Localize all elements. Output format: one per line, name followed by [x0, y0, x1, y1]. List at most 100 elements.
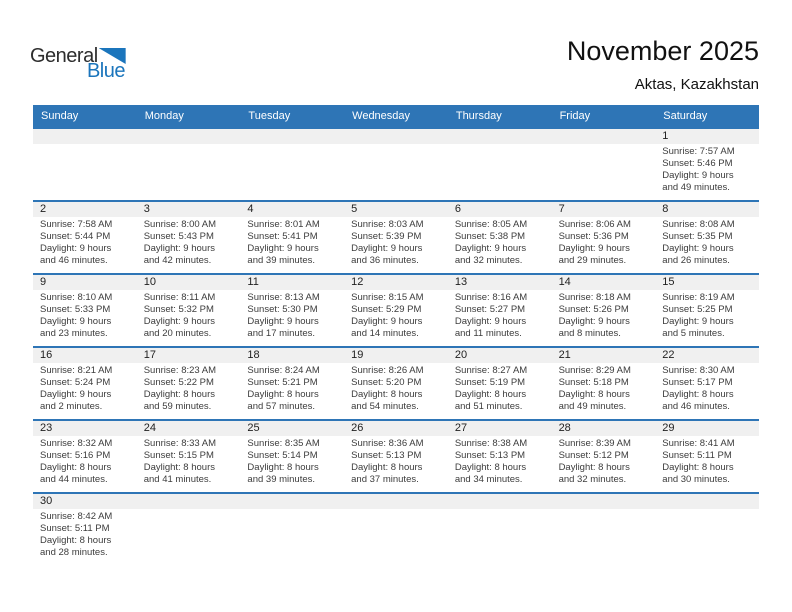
day-detail-line: Sunset: 5:26 PM	[558, 304, 629, 315]
day-detail-line: Sunrise: 8:33 AM	[143, 438, 217, 449]
day-cell	[33, 144, 137, 200]
day-number: 18	[247, 349, 260, 361]
day-cell: Sunrise: 8:27 AM Sunset: 5:19 PM Daylight:…	[448, 363, 552, 419]
day-number: 15	[662, 276, 675, 288]
day-cell: Sunrise: 8:10 AM Sunset: 5:33 PM Daylight:…	[33, 290, 137, 346]
day-number: 26	[351, 422, 364, 434]
day-detail-line: Sunset: 5:38 PM	[454, 231, 526, 242]
day-detail-line: Daylight: 8 hours	[558, 462, 630, 473]
day-detail-line: Sunrise: 8:13 AM	[247, 292, 320, 303]
day-number: 30	[40, 495, 53, 507]
header-title-block: November 2025 Aktas, Kazakhstan	[567, 36, 759, 93]
day-detail-line: and 44 minutes.	[40, 474, 108, 485]
day-detail-line: Sunset: 5:30 PM	[247, 304, 318, 315]
day-number	[240, 129, 344, 144]
day-detail-line: Sunset: 5:46 PM	[662, 158, 733, 169]
day-detail-line: Sunrise: 8:30 AM	[662, 365, 735, 376]
day-detail-line: and 2 minutes.	[40, 401, 103, 412]
day-detail-line: Sunrise: 8:32 AM	[40, 438, 113, 449]
day-detail-line: Daylight: 9 hours	[40, 243, 112, 254]
day-number	[344, 494, 448, 509]
day-cell: Sunrise: 7:57 AM Sunset: 5:46 PM Daylight:…	[655, 144, 759, 200]
day-number: 3	[143, 203, 150, 215]
weekday-header-bar: Sunday Monday Tuesday Wednesday Thursday Frid…	[33, 105, 759, 127]
day-detail-line: Sunset: 5:17 PM	[662, 377, 733, 388]
day-detail-line: and 42 minutes.	[143, 255, 212, 266]
calendar-weeks: 1 Sunrise: 7:57 AM Sunset: 5:46 PM Daylight…	[33, 127, 759, 565]
day-detail-line: Sunset: 5:15 PM	[143, 450, 214, 461]
day-number: 24	[143, 422, 156, 434]
day-detail-line: Daylight: 8 hours	[40, 462, 112, 473]
day-detail-line: and 32 minutes.	[558, 474, 627, 485]
day-detail-line: Sunrise: 8:00 AM	[143, 219, 217, 230]
day-detail-line: Sunset: 5:35 PM	[662, 231, 733, 242]
day-number: 22	[662, 349, 675, 361]
weekday-cell: Sunday	[41, 110, 79, 122]
day-detail-line: Sunrise: 8:18 AM	[558, 292, 631, 303]
day-detail-line: Sunset: 5:32 PM	[143, 304, 214, 315]
day-number: 16	[40, 349, 53, 361]
weekday-cell: Saturday	[663, 110, 708, 122]
day-cell	[137, 509, 241, 565]
day-detail-line: Sunrise: 8:05 AM	[454, 219, 528, 230]
day-detail-line: Sunset: 5:27 PM	[454, 304, 526, 315]
day-number-band: 30	[33, 494, 759, 509]
day-number: 29	[662, 422, 675, 434]
day-detail-line: and 39 minutes.	[247, 255, 316, 266]
day-detail-line: Sunset: 5:20 PM	[351, 377, 422, 388]
day-number: 1	[662, 130, 669, 142]
day-detail-line: Daylight: 9 hours	[662, 243, 734, 254]
day-cell: Sunrise: 8:03 AM Sunset: 5:39 PM Daylight:…	[344, 217, 448, 273]
day-detail-line: Sunrise: 8:41 AM	[662, 438, 735, 449]
day-cell: Sunrise: 8:00 AM Sunset: 5:43 PM Daylight:…	[137, 217, 241, 273]
day-cell: Sunrise: 8:35 AM Sunset: 5:14 PM Daylight:…	[240, 436, 344, 492]
day-detail-line: and 5 minutes.	[662, 328, 725, 339]
day-detail-line: and 59 minutes.	[143, 401, 212, 412]
day-detail-line: and 49 minutes.	[662, 182, 730, 193]
day-detail-line: and 34 minutes.	[454, 474, 523, 485]
day-detail-line: Sunrise: 8:08 AM	[662, 219, 735, 230]
week-row: 23 24 25 26 27 28 29 Sunrise: 8:32 AM Sunset: 5:…	[33, 419, 759, 492]
day-cell: Sunrise: 7:58 AM Sunset: 5:44 PM Daylight:…	[33, 217, 137, 273]
week-details: Sunrise: 8:42 AM Sunset: 5:11 PM Daylight:…	[33, 509, 759, 565]
day-detail-line: Sunset: 5:29 PM	[351, 304, 422, 315]
day-detail-line: Daylight: 9 hours	[247, 316, 319, 327]
day-cell	[552, 144, 656, 200]
day-number: 11	[247, 276, 259, 288]
day-detail-line: Sunset: 5:14 PM	[247, 450, 318, 461]
day-detail-line: Sunrise: 8:38 AM	[454, 438, 528, 449]
day-number: 27	[454, 422, 468, 434]
day-cell: Sunrise: 8:16 AM Sunset: 5:27 PM Daylight:…	[448, 290, 552, 346]
day-detail-line: and 29 minutes.	[558, 255, 627, 266]
day-number: 4	[247, 203, 254, 215]
day-number	[240, 494, 344, 509]
day-detail-line: Daylight: 9 hours	[247, 243, 319, 254]
weekday-cell: Tuesday	[248, 110, 291, 122]
day-detail-line: and 54 minutes.	[351, 401, 419, 412]
day-number	[552, 494, 656, 509]
day-detail-line: Sunset: 5:19 PM	[454, 377, 526, 388]
logo-word-general: General	[30, 45, 98, 67]
weekday-cell: Friday	[559, 110, 591, 122]
day-number: 23	[40, 422, 53, 434]
day-number: 14	[558, 276, 571, 288]
day-detail-line: Sunset: 5:16 PM	[40, 450, 111, 461]
day-number	[552, 129, 656, 144]
day-detail-line: Sunrise: 8:36 AM	[351, 438, 424, 449]
day-cell	[240, 509, 344, 565]
weekday-cell: Thursday	[455, 110, 502, 122]
day-cell: Sunrise: 8:30 AM Sunset: 5:17 PM Daylight:…	[655, 363, 759, 419]
day-detail-line: Sunrise: 8:26 AM	[351, 365, 424, 376]
day-detail-line: Sunset: 5:18 PM	[558, 377, 629, 388]
day-detail-line: Daylight: 9 hours	[143, 316, 215, 327]
day-detail-line: Sunrise: 7:57 AM	[662, 146, 735, 157]
day-detail-line: Daylight: 9 hours	[558, 243, 630, 254]
day-detail-line: and 26 minutes.	[662, 255, 730, 266]
day-number: 8	[662, 203, 669, 215]
day-detail-line: Sunrise: 8:16 AM	[454, 292, 528, 303]
day-number-band: 16 17 18 19 20 21 22	[33, 348, 759, 363]
day-detail-line: Daylight: 9 hours	[454, 243, 527, 254]
day-number	[448, 129, 552, 144]
day-detail-line: Daylight: 8 hours	[351, 389, 423, 400]
week-row: 30 Sunrise: 8:42 AM Sunset: 5:11 PM Dayligh…	[33, 492, 759, 565]
